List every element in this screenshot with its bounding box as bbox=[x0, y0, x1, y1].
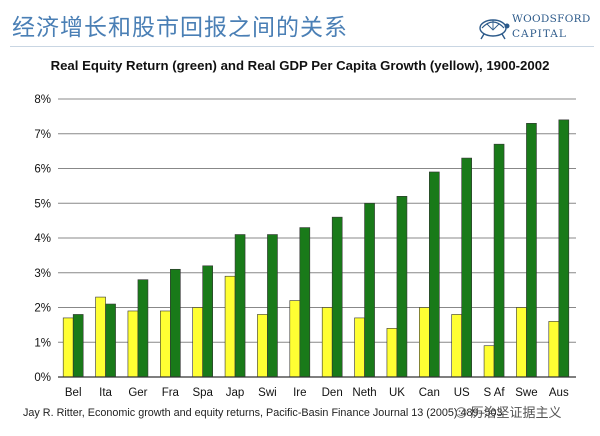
x-tick-label: Neth bbox=[352, 387, 376, 399]
bar-gdp-ire bbox=[289, 300, 301, 378]
bar-equity-swe bbox=[526, 123, 537, 378]
company-logo: WOODSFORD CAPITAL bbox=[476, 10, 594, 44]
bar-equity-jap bbox=[234, 234, 246, 378]
x-tick-label: Ire bbox=[293, 387, 306, 399]
bar-equity-den bbox=[331, 216, 343, 378]
turtle-logo-icon bbox=[479, 19, 510, 40]
bars bbox=[62, 119, 570, 378]
y-tick-label: 8% bbox=[34, 94, 51, 106]
x-tick-label: Bel bbox=[65, 387, 82, 399]
bar-gdp-s-af bbox=[483, 345, 495, 378]
bar-gdp-bel bbox=[62, 317, 74, 378]
bar-equity-swi bbox=[267, 234, 278, 378]
bar-equity-spa bbox=[202, 265, 213, 378]
bar-equity-ita bbox=[105, 303, 116, 378]
x-axis-tick-labels: Bel Ita Ger Fra Spa Jap Swi Ire Den Neth UK Can US S … bbox=[65, 387, 569, 399]
bar-equity-neth bbox=[364, 202, 375, 378]
bar-equity-s-af bbox=[493, 143, 505, 378]
bar-equity-ger bbox=[137, 279, 149, 378]
bar-equity-bel bbox=[72, 314, 84, 378]
x-tick-label: Aus bbox=[549, 387, 569, 399]
y-tick-label: 1% bbox=[34, 337, 51, 349]
x-tick-label: Den bbox=[322, 387, 343, 399]
x-tick-label: Spa bbox=[192, 387, 213, 399]
title-divider bbox=[10, 46, 594, 47]
y-tick-label: 3% bbox=[34, 268, 51, 280]
x-tick-label: S Af bbox=[484, 387, 506, 399]
bar-equity-uk bbox=[396, 196, 408, 378]
x-tick-label: Fra bbox=[162, 387, 180, 399]
bar-gdp-den bbox=[321, 307, 333, 378]
x-tick-label: Swe bbox=[515, 387, 537, 399]
bar-gdp-fra bbox=[160, 310, 171, 378]
bar-gdp-jap bbox=[224, 275, 236, 378]
bar-equity-fra bbox=[170, 268, 181, 378]
watermark-text: 历治坚证据主义 bbox=[470, 406, 562, 421]
y-tick-label: 7% bbox=[34, 129, 51, 141]
slide-title: 经济增长和股市回报之间的关系 bbox=[12, 15, 348, 41]
y-tick-label: 0% bbox=[34, 372, 51, 384]
bar-equity-can bbox=[429, 171, 440, 378]
y-axis-tick-labels: 0% 1% 2% 3% 4% 5% 6% 7% 8% bbox=[34, 94, 51, 384]
source-citation: Jay R. Ritter, Economic growth and equit… bbox=[23, 407, 503, 419]
bar-gdp-swi bbox=[257, 314, 268, 378]
x-tick-label: Jap bbox=[226, 387, 245, 399]
bar-gdp-aus bbox=[548, 321, 560, 378]
x-tick-label: Ger bbox=[128, 387, 147, 399]
bar-gdp-can bbox=[419, 307, 430, 378]
y-tick-label: 2% bbox=[34, 303, 51, 315]
x-tick-label: UK bbox=[389, 387, 405, 399]
bar-gdp-spa bbox=[192, 307, 203, 378]
x-tick-label: Ita bbox=[99, 387, 112, 399]
wechat-watermark: ☺ 历治坚证据主义 bbox=[455, 402, 562, 421]
bar-equity-ire bbox=[299, 227, 311, 378]
y-tick-label: 4% bbox=[34, 233, 51, 245]
bar-gdp-neth bbox=[354, 317, 365, 378]
bar-gdp-us bbox=[451, 314, 462, 378]
y-tick-label: 6% bbox=[34, 164, 51, 176]
bar-equity-aus bbox=[558, 119, 570, 378]
bar-gdp-uk bbox=[386, 328, 398, 378]
wechat-icon: ☺ bbox=[455, 406, 468, 420]
bar-gdp-ita bbox=[95, 296, 106, 378]
logo-name: WOODSFORD bbox=[512, 13, 591, 25]
x-tick-label: Can bbox=[419, 387, 440, 399]
logo-subname: CAPITAL bbox=[512, 28, 567, 40]
y-tick-label: 5% bbox=[34, 198, 51, 210]
bar-gdp-swe bbox=[516, 307, 527, 378]
bar-equity-us bbox=[461, 157, 472, 378]
x-tick-label: US bbox=[454, 387, 470, 399]
x-tick-label: Swi bbox=[258, 387, 277, 399]
chart-title: Real Equity Return (green) and Real GDP … bbox=[50, 58, 550, 73]
bar-gdp-ger bbox=[127, 310, 139, 378]
